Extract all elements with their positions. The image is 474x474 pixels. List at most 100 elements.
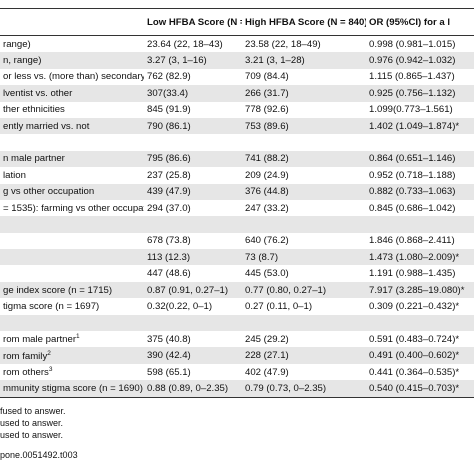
table-row bbox=[0, 216, 474, 233]
cell: 0.88 (0.89, 0–2.35) bbox=[144, 380, 242, 398]
cell: 447 (48.6) bbox=[147, 268, 191, 280]
row-label: rom others3 bbox=[0, 364, 144, 380]
cell bbox=[366, 216, 474, 233]
cell: 23.64 (22, 18–43) bbox=[147, 38, 223, 50]
header-row: Low HFBA Score (N = 919)High HFBA Score … bbox=[0, 8, 474, 36]
table-row: rom male partner1 375 (40.8) 245 (29.2) 0.5… bbox=[0, 331, 474, 347]
row-label-text: mmunity stigma score (n = 1690) bbox=[3, 382, 143, 394]
row-label bbox=[0, 314, 144, 332]
cell bbox=[144, 314, 242, 332]
cell: 1.846 (0.868–2.411) bbox=[369, 235, 455, 247]
cell: 0.441 (0.364–0.535)* bbox=[369, 366, 460, 378]
row-label: rom male partner1 bbox=[0, 331, 144, 347]
cell: 0.87 (0.91, 0.27–1) bbox=[144, 281, 242, 299]
footnote: used to answer. bbox=[0, 418, 64, 428]
cell: 3.21 (3, 1–28) bbox=[242, 52, 366, 69]
row-label: range) bbox=[0, 36, 144, 53]
data-table: Low HFBA Score (N = 919)High HFBA Score … bbox=[0, 8, 474, 398]
row-label: n, range) bbox=[0, 52, 144, 69]
cell: 376 (44.8) bbox=[242, 183, 366, 200]
cell: 640 (76.2) bbox=[245, 235, 289, 247]
cell: 1.115 (0.865–1.437) bbox=[369, 71, 455, 83]
table-row bbox=[0, 314, 474, 332]
row-label-text: n male partner bbox=[3, 153, 65, 165]
cell: 762 (82.9) bbox=[147, 71, 191, 83]
cell: 402 (47.9) bbox=[245, 366, 289, 378]
table-row bbox=[0, 134, 474, 150]
cell: 1.099(0.773–1.561) bbox=[369, 104, 453, 116]
row-label-text: n, range) bbox=[3, 55, 42, 67]
row-label: ther ethnicities bbox=[0, 102, 144, 118]
cell: 113 (12.3) bbox=[144, 249, 242, 266]
cell: 790 (86.1) bbox=[144, 117, 242, 135]
row-label-text: rom others bbox=[3, 367, 49, 379]
cell bbox=[242, 134, 366, 150]
cell: 741 (88.2) bbox=[242, 150, 366, 168]
cell: 439 (47.9) bbox=[144, 183, 242, 200]
table-row: rom others3 598 (65.1) 402 (47.9) 0.441 (0.… bbox=[0, 364, 474, 380]
cell: 1.191 (0.988–1.435) bbox=[369, 268, 456, 280]
cell bbox=[366, 134, 474, 150]
cell: 0.309 (0.221–0.432)* bbox=[369, 300, 460, 312]
row-label: ge index score (n = 1715) bbox=[0, 281, 144, 299]
footnote-mark: 2 bbox=[47, 349, 51, 357]
row-label-text: rom male partner bbox=[3, 334, 77, 346]
row-label: rom family2 bbox=[0, 347, 144, 364]
cell: 795 (86.6) bbox=[144, 150, 242, 168]
cell: 709 (84.4) bbox=[245, 71, 289, 83]
row-label-text: range) bbox=[3, 38, 31, 50]
cell: 753 (89.6) bbox=[242, 117, 366, 135]
row-label-text: rom family bbox=[3, 350, 48, 362]
cell: 228 (27.1) bbox=[242, 347, 366, 364]
cell: 209 (24.9) bbox=[245, 169, 289, 181]
cell bbox=[366, 314, 474, 332]
cell bbox=[242, 314, 366, 332]
cell: 598 (65.1) bbox=[147, 366, 191, 378]
cell: 0.32(0.22, 0–1) bbox=[147, 300, 213, 312]
table-row: or less vs. (more than) secondary 762 (82… bbox=[0, 69, 474, 85]
row-label: = 1535): farming vs other occupation bbox=[0, 200, 144, 216]
header-cell: OR (95%CI) for a l bbox=[366, 8, 474, 36]
row-label-text: lation bbox=[3, 169, 26, 181]
table-row: tigma score (n = 1697) 0.32(0.22, 0–1) 0.2… bbox=[0, 298, 474, 314]
row-label-text: ently married vs. not bbox=[3, 120, 90, 132]
cell bbox=[144, 216, 242, 233]
table-row: = 1535): farming vs other occupation 294 … bbox=[0, 200, 474, 216]
table-row: 447 (48.6) 445 (53.0) 1.191 (0.988–1.435) bbox=[0, 265, 474, 281]
row-label: n male partner bbox=[0, 150, 144, 168]
row-label: lation bbox=[0, 167, 144, 183]
cell: 678 (73.8) bbox=[147, 235, 191, 247]
cell: 0.540 (0.415–0.703)* bbox=[366, 380, 474, 398]
cell: 0.882 (0.733–1.063) bbox=[366, 183, 474, 200]
row-label bbox=[0, 216, 144, 233]
cell: 3.27 (3, 1–16) bbox=[144, 52, 242, 69]
cell bbox=[144, 134, 242, 150]
header-cell bbox=[0, 8, 144, 36]
cell: 7.917 (3.285–19.080)* bbox=[366, 281, 474, 299]
row-label-text: ther ethnicities bbox=[3, 104, 65, 116]
table-row: mmunity stigma score (n = 1690) 0.88 (0.8… bbox=[0, 380, 474, 398]
cell: 1.402 (1.049–1.874)* bbox=[366, 117, 474, 135]
cell: 247 (33.2) bbox=[245, 202, 289, 214]
footnote-mark: 3 bbox=[48, 365, 53, 373]
table-row: ge index score (n = 1715) 0.87 (0.91, 0.2… bbox=[0, 281, 474, 299]
row-label bbox=[0, 265, 144, 281]
row-label-text: g vs other occupation bbox=[3, 186, 95, 198]
table-row: lventist vs. other 307(33.4) 266 (31.7) 0.9… bbox=[0, 85, 474, 102]
row-label: mmunity stigma score (n = 1690) bbox=[0, 380, 144, 398]
row-label bbox=[0, 134, 144, 150]
cell: 245 (29.2) bbox=[245, 333, 289, 345]
cell: 0.845 (0.686–1.042) bbox=[369, 202, 456, 214]
row-label-text: = 1535): farming vs other occupation bbox=[3, 202, 144, 214]
row-label: lventist vs. other bbox=[0, 85, 144, 102]
cell: 73 (8.7) bbox=[242, 249, 366, 266]
cell: 0.491 (0.400–0.602)* bbox=[366, 347, 474, 364]
table-row: g vs other occupation 439 (47.9) 376 (44.8… bbox=[0, 183, 474, 200]
footnote-mark: 1 bbox=[76, 333, 80, 341]
cell: 0.864 (0.651–1.146) bbox=[366, 150, 474, 168]
cell: 266 (31.7) bbox=[242, 85, 366, 102]
footnote: used to answer. bbox=[0, 430, 64, 440]
cell: 445 (53.0) bbox=[245, 268, 289, 280]
cell: 307(33.4) bbox=[144, 85, 242, 102]
